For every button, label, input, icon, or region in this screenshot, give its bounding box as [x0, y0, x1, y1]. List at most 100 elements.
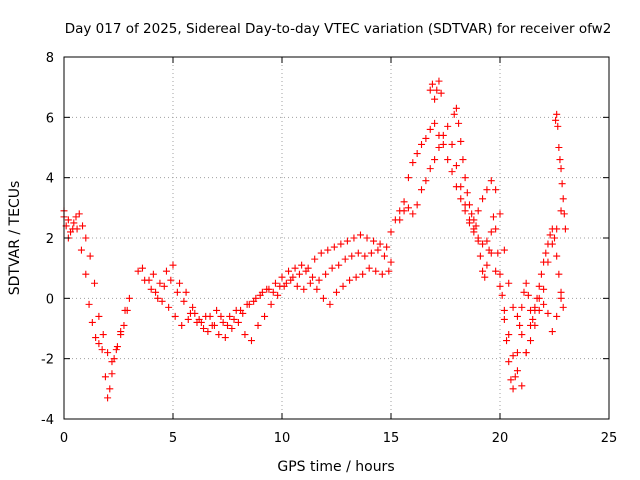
data-point — [171, 312, 179, 320]
data-point — [496, 270, 504, 278]
data-point — [217, 312, 225, 320]
data-point — [226, 312, 234, 320]
data-point — [191, 309, 199, 317]
data-point — [413, 150, 421, 158]
data-point — [339, 282, 347, 290]
data-point — [496, 210, 504, 218]
data-point — [167, 276, 175, 284]
data-point — [298, 261, 306, 269]
data-point — [370, 237, 378, 245]
data-point — [513, 367, 521, 375]
data-point — [452, 104, 460, 112]
data-point — [322, 270, 330, 278]
data-point — [125, 294, 133, 302]
data-point — [527, 337, 535, 345]
data-point — [104, 394, 112, 402]
data-point — [328, 264, 336, 272]
data-point — [145, 276, 153, 284]
data-point — [557, 294, 565, 302]
data-point — [295, 270, 303, 278]
data-point — [165, 303, 173, 311]
grid — [64, 57, 609, 419]
y-tick-label: 4 — [46, 172, 54, 187]
data-point — [492, 186, 500, 194]
data-point — [378, 270, 386, 278]
data-point — [387, 258, 395, 266]
data-point — [457, 183, 465, 191]
data-point — [285, 267, 293, 275]
y-tick-label: -2 — [41, 353, 54, 368]
data-point — [518, 331, 526, 339]
data-point — [457, 137, 465, 145]
data-point — [483, 261, 491, 269]
x-tick-label: 0 — [60, 431, 68, 446]
data-point — [553, 312, 561, 320]
data-point — [367, 249, 375, 257]
data-point — [503, 337, 511, 345]
data-point — [522, 349, 530, 357]
data-point — [400, 198, 408, 206]
data-point — [219, 318, 227, 326]
data-point — [418, 186, 426, 194]
data-point — [487, 177, 495, 185]
data-point — [195, 315, 203, 323]
data-point — [250, 297, 258, 305]
data-point — [330, 243, 338, 251]
data-point — [152, 288, 160, 296]
data-point — [557, 207, 565, 215]
data-point — [256, 291, 264, 299]
y-tick-label: 8 — [46, 51, 54, 66]
data-point — [247, 337, 255, 345]
data-point — [230, 315, 238, 323]
data-point — [400, 207, 408, 215]
data-point — [426, 165, 434, 173]
data-point — [426, 125, 434, 133]
data-point — [479, 240, 487, 248]
chart-title: Day 017 of 2025, Sidereal Day-to-day VTE… — [65, 21, 612, 37]
data-point — [180, 297, 188, 305]
data-point — [352, 273, 360, 281]
data-point — [326, 300, 334, 308]
data-point — [70, 219, 78, 227]
data-point — [337, 240, 345, 248]
data-point — [513, 312, 521, 320]
data-point — [413, 201, 421, 209]
data-point — [237, 306, 245, 314]
data-point — [409, 210, 417, 218]
data-point — [431, 95, 439, 103]
data-point — [444, 156, 452, 164]
data-point — [548, 225, 556, 233]
data-point — [435, 77, 443, 85]
data-point — [319, 294, 327, 302]
data-point — [162, 267, 170, 275]
data-point — [455, 119, 463, 127]
data-point — [82, 270, 90, 278]
data-point — [385, 267, 393, 275]
data-point — [215, 331, 223, 339]
data-point — [117, 328, 125, 336]
data-point — [554, 122, 562, 130]
data-point — [531, 306, 539, 314]
data-point — [64, 216, 72, 224]
data-point — [437, 89, 445, 97]
data-point — [208, 321, 216, 329]
data-point — [291, 264, 299, 272]
data-point — [293, 282, 301, 290]
data-point — [361, 252, 369, 260]
data-point — [483, 237, 491, 245]
data-point — [372, 267, 380, 275]
data-point — [500, 246, 508, 254]
data-point — [134, 267, 142, 275]
data-point — [439, 131, 447, 139]
data-point — [559, 195, 567, 203]
y-tick-label: -4 — [41, 413, 54, 428]
x-tick-label: 5 — [169, 431, 177, 446]
data-point — [474, 207, 482, 215]
data-point — [522, 279, 530, 287]
data-point — [315, 276, 323, 284]
data-point — [433, 86, 441, 94]
data-point — [559, 303, 567, 311]
data-point — [306, 279, 314, 287]
data-point — [396, 216, 404, 224]
data-point — [492, 225, 500, 233]
